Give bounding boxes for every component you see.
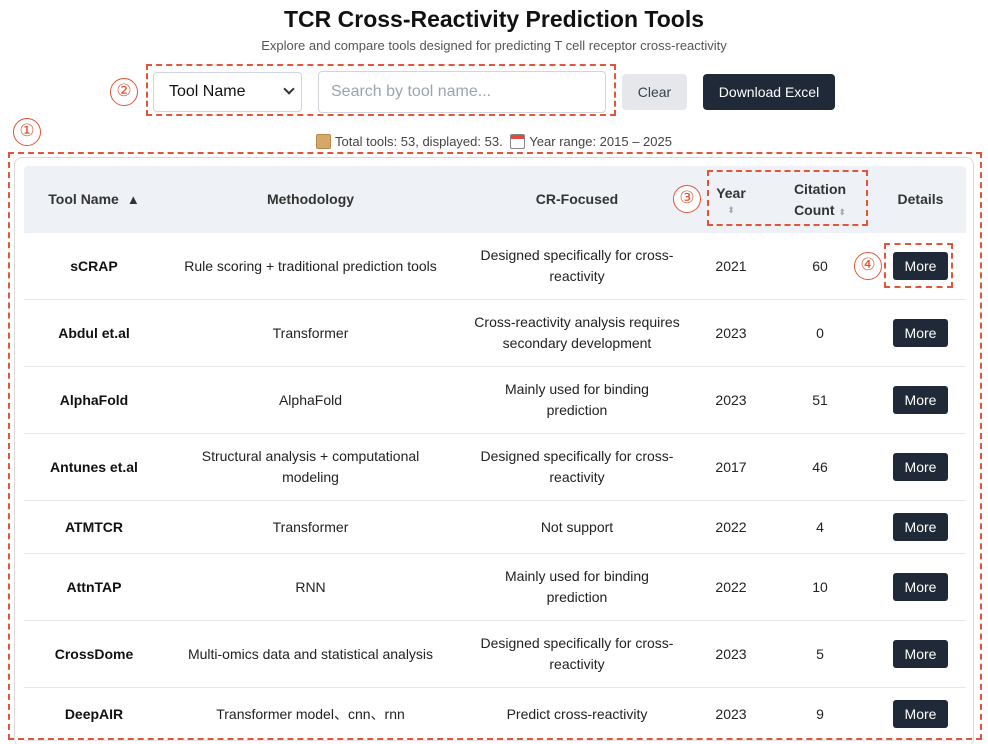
more-button[interactable]: More bbox=[893, 252, 948, 280]
calendar-icon bbox=[510, 134, 526, 149]
tool-name-cell: AlphaFold bbox=[59, 391, 129, 408]
year-cell: 2023 bbox=[715, 391, 747, 408]
annotation-box-4 bbox=[884, 243, 953, 288]
table-row: DeepAIR Transformer model、cnn、rnn Predic… bbox=[24, 688, 966, 741]
more-button[interactable]: More bbox=[893, 513, 948, 541]
cr-focused-cell: Cross-reactivity analysis requires second… bbox=[474, 314, 680, 351]
chevron-down-icon bbox=[283, 83, 295, 95]
table-row: CrossDome Multi-omics data and statistic… bbox=[24, 621, 966, 688]
cr-focused-cell: Mainly used for binding prediction bbox=[505, 381, 649, 418]
details-cell: More bbox=[875, 367, 966, 433]
citation-cell: 10 bbox=[812, 578, 828, 595]
annotation-marker-3: ③ bbox=[673, 185, 701, 213]
more-button[interactable]: More bbox=[893, 573, 948, 601]
cr-focused-cell: Designed specifically for cross-reactivi… bbox=[480, 448, 674, 485]
citation-cell: 0 bbox=[816, 324, 824, 341]
package-icon bbox=[316, 134, 332, 149]
tool-name-cell: sCRAP bbox=[70, 257, 118, 274]
tools-table-card: Tool Name ▲ Methodology CR-Focused Year ⬍… bbox=[14, 157, 974, 744]
more-button[interactable]: More bbox=[893, 700, 948, 728]
table-row: AttnTAP RNN Mainly used for binding predi… bbox=[24, 554, 966, 621]
details-cell: More bbox=[875, 434, 966, 500]
annotation-box-3 bbox=[707, 170, 868, 226]
details-cell: More bbox=[875, 233, 966, 299]
citation-cell: 51 bbox=[812, 391, 828, 408]
more-button[interactable]: More bbox=[893, 386, 948, 414]
methodology-cell: Transformer bbox=[272, 324, 349, 341]
download-excel-button[interactable]: Download Excel bbox=[703, 74, 835, 110]
tool-name-cell: DeepAIR bbox=[64, 705, 124, 722]
methodology-cell: Rule scoring + traditional prediction to… bbox=[184, 257, 437, 274]
annotation-marker-2: ② bbox=[110, 78, 138, 106]
tool-name-cell: CrossDome bbox=[54, 645, 134, 662]
stats-bar: Total tools: 53, displayed: 53. Year ran… bbox=[0, 134, 988, 149]
more-button[interactable]: More bbox=[893, 319, 948, 347]
table-row: Abdul et.al Transformer Cross-reactivity… bbox=[24, 300, 966, 367]
field-select-value: Tool Name bbox=[169, 83, 246, 100]
citation-cell: 4 bbox=[816, 518, 824, 535]
column-header-tool-name[interactable]: Tool Name ▲ bbox=[24, 166, 164, 233]
column-header-year[interactable]: Year ⬍ bbox=[716, 185, 746, 215]
details-cell: More bbox=[875, 688, 966, 740]
table-row: AlphaFold AlphaFold Mainly used for bind… bbox=[24, 367, 966, 434]
column-header-details: Details bbox=[897, 191, 944, 207]
cr-focused-cell: Predict cross-reactivity bbox=[506, 705, 648, 722]
field-select[interactable]: Tool Name bbox=[153, 72, 302, 112]
citation-cell: 5 bbox=[816, 645, 824, 662]
details-cell: More bbox=[875, 554, 966, 620]
annotation-marker-4: ④ bbox=[854, 252, 882, 280]
table-row: ATMTCR Transformer Not support 2022 4 Mo… bbox=[24, 501, 966, 554]
details-cell: More bbox=[875, 300, 966, 366]
tool-name-cell: Antunes et.al bbox=[50, 458, 138, 475]
clear-button[interactable]: Clear bbox=[622, 74, 687, 110]
page-subtitle: Explore and compare tools designed for p… bbox=[261, 38, 727, 53]
sort-asc-icon: ▲ bbox=[126, 192, 140, 207]
cr-focused-cell: Mainly used for binding prediction bbox=[505, 568, 649, 605]
table-row: Antunes et.al Structural analysis + comp… bbox=[24, 434, 966, 501]
sort-icon: ⬍ bbox=[838, 206, 846, 217]
cr-focused-cell: Not support bbox=[540, 518, 614, 535]
year-cell: 2022 bbox=[715, 518, 747, 535]
annotation-box-1 bbox=[8, 152, 982, 740]
year-cell: 2021 bbox=[715, 257, 747, 274]
column-header-cr-focused: CR-Focused bbox=[535, 191, 619, 207]
year-cell: 2023 bbox=[715, 705, 747, 722]
methodology-cell: Transformer model、cnn、rnn bbox=[216, 705, 405, 722]
tool-name-cell: AttnTAP bbox=[66, 578, 122, 595]
column-header-citation-count[interactable]: Citation Count ⬍ bbox=[793, 180, 847, 218]
table-header: Tool Name ▲ Methodology CR-Focused Year ⬍… bbox=[24, 166, 966, 233]
year-cell: 2023 bbox=[715, 324, 747, 341]
page-title: TCR Cross-Reactivity Prediction Tools bbox=[283, 6, 705, 32]
citation-cell: 46 bbox=[812, 458, 828, 475]
cr-focused-cell: Designed specifically for cross-reactivi… bbox=[480, 635, 674, 672]
cr-focused-cell: Designed specifically for cross-reactivi… bbox=[480, 247, 674, 284]
methodology-cell: AlphaFold bbox=[278, 391, 343, 408]
table-row: sCRAP Rule scoring + traditional predict… bbox=[24, 233, 966, 300]
column-header-methodology: Methodology bbox=[266, 191, 355, 207]
annotation-box-2 bbox=[146, 64, 616, 116]
details-cell: More bbox=[875, 621, 966, 687]
sort-icon: ⬍ bbox=[727, 205, 735, 215]
methodology-cell: Structural analysis + computational model… bbox=[201, 448, 420, 485]
year-cell: 2017 bbox=[715, 458, 747, 475]
tool-name-cell: Abdul et.al bbox=[58, 324, 130, 341]
methodology-cell: Transformer bbox=[272, 518, 349, 535]
year-cell: 2023 bbox=[715, 645, 747, 662]
more-button[interactable]: More bbox=[893, 453, 948, 481]
annotation-marker-1: ① bbox=[13, 118, 41, 146]
search-input[interactable] bbox=[318, 71, 606, 113]
citation-cell: 9 bbox=[816, 705, 824, 722]
methodology-cell: RNN bbox=[295, 578, 326, 595]
more-button[interactable]: More bbox=[893, 640, 948, 668]
stats-totals: Total tools: 53, displayed: 53. bbox=[335, 134, 503, 149]
methodology-cell: Multi-omics data and statistical analysi… bbox=[187, 645, 434, 662]
citation-cell: 60 bbox=[812, 257, 828, 274]
tool-name-cell: ATMTCR bbox=[64, 518, 124, 535]
year-cell: 2022 bbox=[715, 578, 747, 595]
details-cell: More bbox=[875, 501, 966, 553]
stats-year-range: Year range: 2015 – 2025 bbox=[529, 134, 672, 149]
